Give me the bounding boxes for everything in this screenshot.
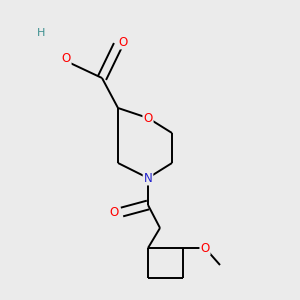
Text: O: O	[118, 35, 127, 49]
Text: O: O	[110, 206, 118, 218]
Text: N: N	[144, 172, 152, 184]
Text: O: O	[61, 52, 70, 65]
Text: O: O	[200, 242, 210, 254]
Text: O: O	[143, 112, 153, 124]
Text: H: H	[37, 28, 45, 38]
